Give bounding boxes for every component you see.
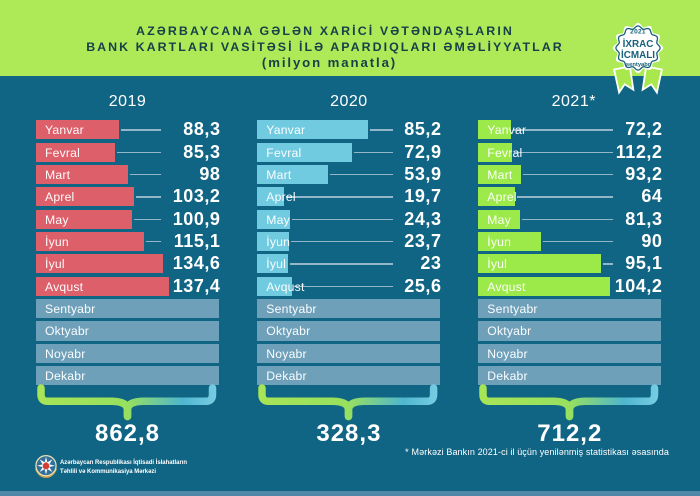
svg-text:İCMALI: İCMALI <box>621 50 655 61</box>
svg-text:İXRAC: İXRAC <box>623 39 654 50</box>
svg-text:2021: 2021 <box>630 29 646 36</box>
svg-text:sentyabr: sentyabr <box>626 62 651 68</box>
